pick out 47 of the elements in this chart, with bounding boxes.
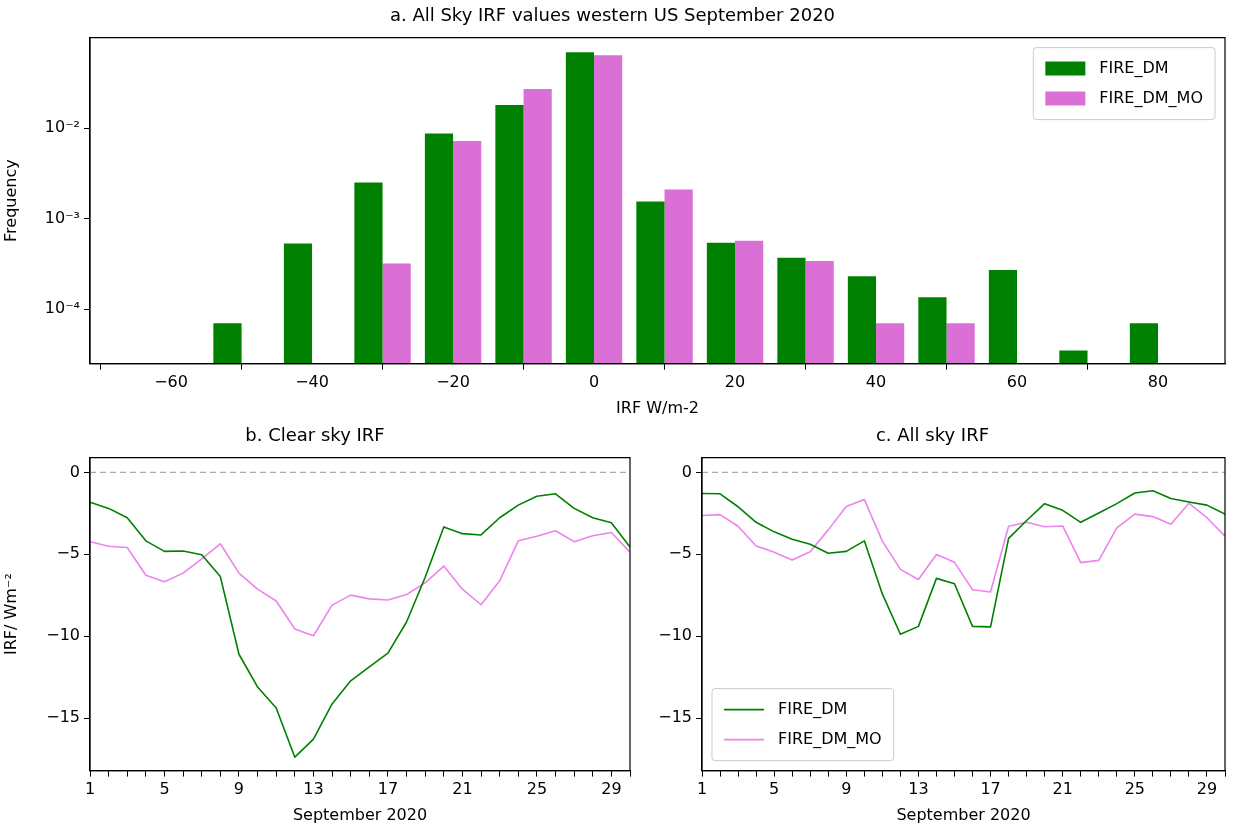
x-tick-label: 17 — [377, 779, 399, 799]
x-tick-label: 17 — [980, 779, 1001, 799]
y-tick-label: −15 — [658, 707, 692, 727]
y-tick-label: −10 — [46, 625, 80, 645]
x-axis-title: September 2020 — [896, 804, 1031, 824]
y-tick-label: 0 — [681, 461, 692, 481]
y-axis-title: Frequency — [0, 159, 20, 242]
y-tick-label: 0 — [69, 461, 80, 481]
legend-label: FIRE_DM_MO — [1099, 87, 1203, 108]
x-tick-label: 29 — [1196, 779, 1218, 799]
x-tick-label: 13 — [908, 779, 929, 799]
x-tick-label: 21 — [1052, 779, 1073, 799]
x-tick-label: 80 — [1147, 372, 1169, 392]
y-tick-label: −5 — [668, 543, 692, 563]
chart-title: b. Clear sky IRF — [245, 424, 385, 446]
y-tick-label: −10 — [658, 625, 692, 645]
x-tick-label: −60 — [154, 372, 188, 392]
x-axis-title: IRF W/m-2 — [616, 397, 699, 417]
x-tick-label: 60 — [1006, 372, 1028, 392]
x-tick-label: 1 — [84, 779, 96, 799]
x-axis-title: September 2020 — [292, 804, 428, 824]
x-tick-label: 40 — [865, 372, 887, 392]
x-tick-label: 21 — [452, 779, 473, 799]
y-tick-label: 10⁻² — [44, 117, 80, 137]
x-tick-label: 29 — [601, 779, 622, 799]
legend-label: FIRE_DM — [778, 698, 848, 719]
x-tick-label: 5 — [159, 779, 170, 799]
legend-label: FIRE_DM_MO — [778, 728, 882, 749]
x-tick-label: −20 — [436, 372, 470, 392]
x-tick-label: 25 — [526, 779, 548, 799]
y-axis-title: IRF/ Wm⁻² — [0, 573, 20, 655]
x-tick-label: −40 — [295, 372, 329, 392]
x-tick-label: 9 — [841, 779, 852, 799]
chart-title: c. All sky IRF — [875, 424, 990, 446]
x-tick-label: 9 — [233, 779, 245, 799]
x-tick-label: 1 — [696, 779, 708, 799]
y-tick-label: 10⁻³ — [44, 207, 80, 227]
legend-label: FIRE_DM — [1099, 57, 1169, 78]
y-tick-label: −5 — [56, 543, 80, 563]
x-tick-label: 13 — [303, 779, 324, 799]
y-tick-label: −15 — [46, 707, 80, 727]
x-tick-label: 5 — [769, 779, 780, 799]
x-tick-label: 25 — [1124, 779, 1146, 799]
x-tick-label: 20 — [724, 372, 746, 392]
y-tick-label: 10⁻⁴ — [44, 298, 80, 318]
x-tick-label: 0 — [588, 372, 600, 392]
chart-title: a. All Sky IRF values western US September 2020 — [389, 4, 836, 26]
